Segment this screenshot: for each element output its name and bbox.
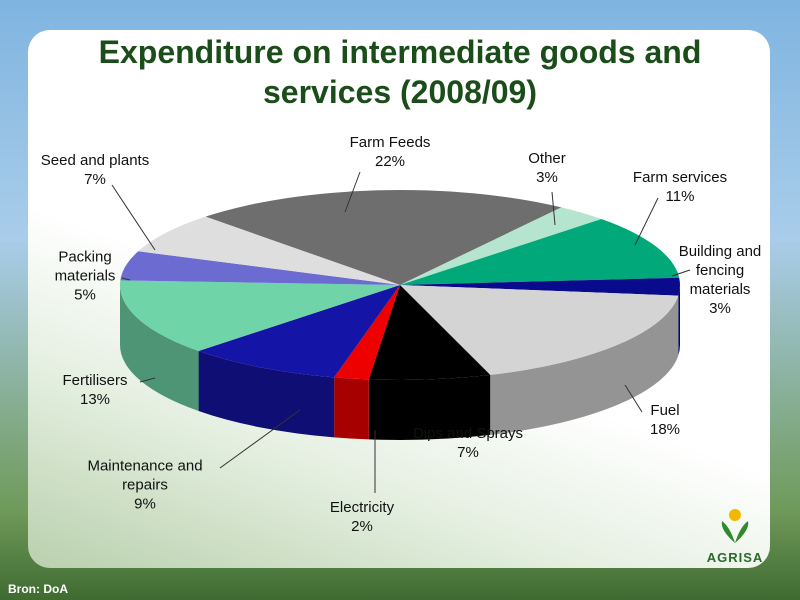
logo: AGRISA [700,505,770,565]
leader-line [111,184,156,251]
slice-side [490,295,679,435]
data-label: Maintenance and repairs 9% [70,457,220,514]
slice [400,277,680,296]
slice-tops [120,190,680,380]
logo-text: AGRISA [706,550,764,565]
slice-side [334,377,369,440]
data-label: Other 3% [517,149,577,187]
source: Bron: DoA [8,582,68,596]
label-name: Farm services [632,169,728,186]
label-name: Electricity [329,499,395,516]
label-name: Maintenance and repairs [87,457,203,494]
label-value: 22% [374,153,406,170]
logo-icon [721,509,749,543]
label-value: 18% [649,421,681,438]
slice [400,207,602,285]
leader-line [634,197,659,246]
leader-line [139,377,156,383]
data-label: Farm services 11% [605,168,755,206]
slice-side [368,374,491,440]
leader-line [671,269,691,277]
data-label: Fuel 18% [635,401,695,439]
label-name: Fertilisers [62,372,128,389]
label-value: 2% [351,518,373,535]
slice [120,251,400,285]
chart-title: Expenditure on intermediate goods and se… [98,34,702,110]
leader-line [551,191,556,226]
label-name: Seed and plants [40,152,150,169]
slice [120,280,400,351]
leader-line [121,277,131,281]
label-value: 7% [84,171,106,188]
label-value: 3% [709,300,731,317]
label-value: 13% [79,391,111,408]
label-value: 11% [665,188,695,205]
label-name: Other [528,150,566,167]
slice [400,219,680,285]
slice [198,285,400,378]
label-value: 5% [74,286,96,304]
data-label: Farm Feeds 22% [320,133,460,171]
slice [334,285,400,380]
data-label: Packing materials 5% [40,248,130,305]
data-label: Electricity 2% [312,498,412,536]
label-value: 7% [457,444,479,461]
label-value: 9% [134,495,156,513]
leader-line [624,384,643,413]
label-value: 3% [536,169,558,186]
label-name: Dips and Sprays [412,425,524,442]
label-name: Packing materials [54,248,116,285]
slice-side [678,285,680,356]
data-label: Fertilisers 13% [40,371,150,409]
slice [368,285,491,380]
label-name: Farm Feeds [349,134,431,151]
slice [400,285,679,375]
slice-side [198,350,335,438]
label-name: Fuel [650,402,680,419]
label-name: Building and fencing materials [678,243,762,298]
leader-line [344,171,361,213]
data-label: Seed and plants 7% [30,151,160,189]
slice [138,216,400,285]
slice-sides [120,285,680,440]
data-label: Building and fencing materials 3% [665,242,775,318]
slice-side [120,285,199,411]
slice [205,190,562,285]
leader-line [219,409,301,469]
data-label: Dips and Sprays 7% [393,424,543,462]
